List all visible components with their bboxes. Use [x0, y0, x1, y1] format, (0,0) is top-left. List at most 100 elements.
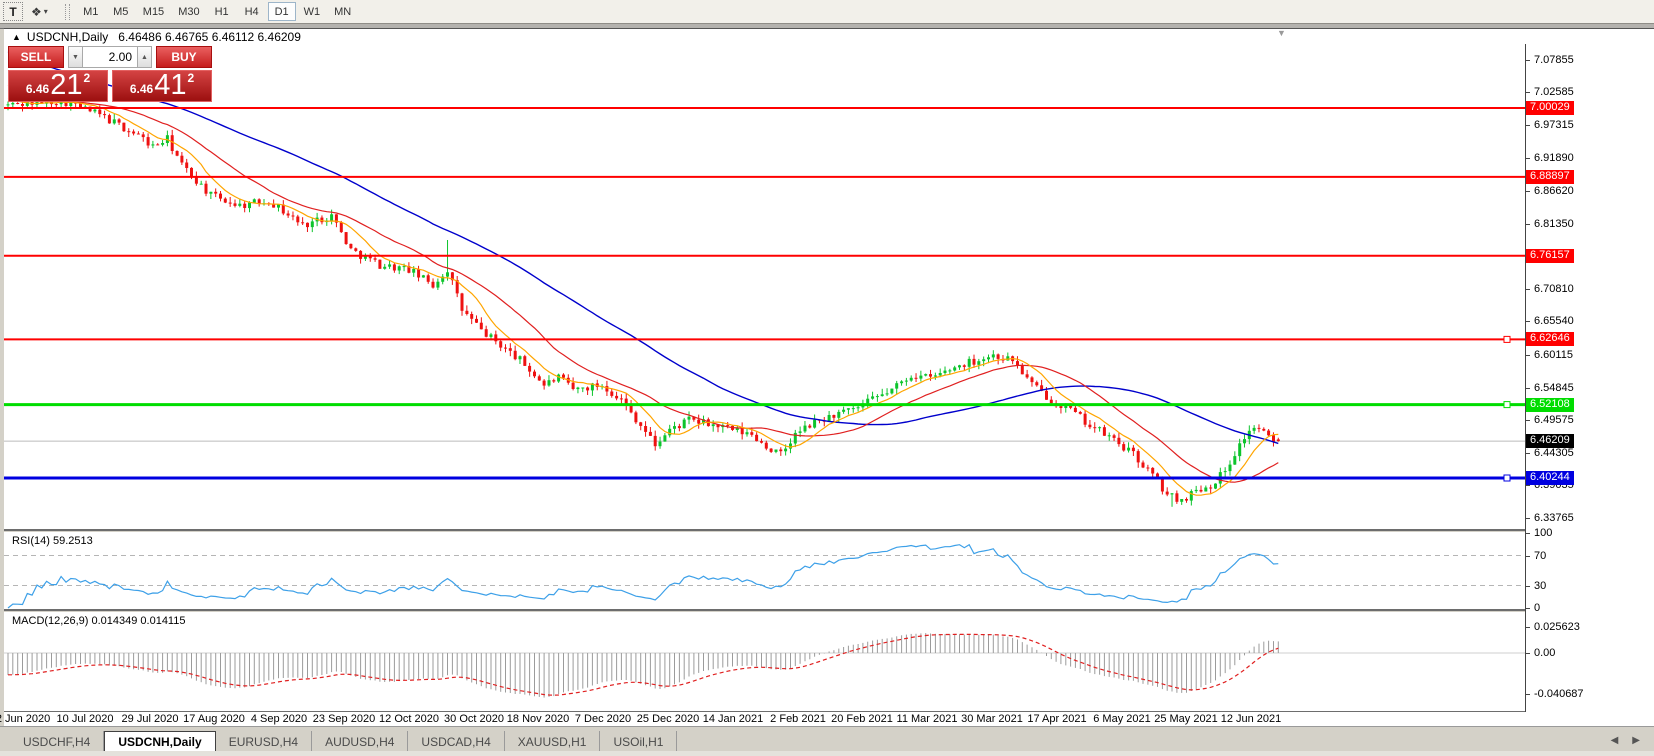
date-tick-label: 6 May 2021	[1093, 713, 1151, 725]
tick-dash	[1526, 626, 1530, 628]
timeframe-button-d1[interactable]: D1	[267, 2, 296, 21]
tick-dash	[1526, 387, 1530, 389]
chart-symbol-title: USDCNH,Daily	[26, 29, 109, 44]
cursor-tool-icon: ❖	[31, 4, 42, 19]
tick-dash	[1526, 693, 1530, 695]
price-tick: 6.91890	[1526, 152, 1574, 164]
date-tick-label: 2 Feb 2021	[770, 713, 826, 725]
volume-decrease-button[interactable]: ▼	[68, 46, 83, 68]
timeframe-button-mn[interactable]: MN	[334, 5, 352, 18]
panel-divider[interactable]	[4, 529, 1654, 531]
sell-button[interactable]: SELL	[8, 46, 64, 68]
date-tick-label: 29 Jul 2020	[121, 713, 179, 725]
chart-tab-xauusd-h1[interactable]: XAUUSD,H1	[505, 731, 601, 753]
ask-price-display[interactable]: 6.46 41 2	[112, 70, 212, 102]
macd-label: MACD(12,26,9) 0.014349 0.014115	[12, 615, 186, 627]
price-tick: 6.60115	[1526, 349, 1573, 361]
price-axis[interactable]: 7.07855 7.02585 6.97315 6.91890 6.86620 6.813…	[1526, 29, 1654, 726]
chart-tab-audusd-h4[interactable]: AUDUSD,H4	[312, 731, 409, 753]
date-tick-label: 12 Oct 2020	[379, 713, 439, 725]
tick-dash	[1526, 555, 1530, 557]
volume-increase-button[interactable]: ▲	[137, 46, 152, 68]
tick-dash	[1526, 223, 1530, 225]
ask-price-big: 41	[154, 69, 187, 101]
chart-tab-usdcad-h4[interactable]: USDCAD,H4	[408, 731, 505, 753]
bid-price-small: 6.46	[25, 82, 50, 96]
tick-dash	[1526, 452, 1530, 454]
current-price-label: 6.46209	[1526, 434, 1574, 448]
date-tick-label: 20 Feb 2021	[831, 713, 893, 725]
rsi-tick-label: 0	[1534, 602, 1541, 614]
macd-tick-label: -0.040687	[1534, 688, 1584, 700]
date-tick-label: 18 Nov 2020	[506, 713, 570, 725]
tab-scroll-right-icon[interactable]: ▶	[1632, 735, 1640, 746]
chart-tab-usdchf-h4[interactable]: USDCHF,H4	[10, 731, 105, 753]
price-tick: 6.70810	[1526, 283, 1574, 295]
rsi-indicator-plot[interactable]	[4, 532, 1525, 609]
macd-tick: 0.00	[1526, 647, 1555, 659]
price-tick-label: 6.65540	[1534, 315, 1574, 327]
date-tick-label: 23 Sep 2020	[312, 713, 376, 725]
chart-shift-marker-icon[interactable]: ▼	[1277, 28, 1286, 38]
chart-window-titlebar: ▲ USDCNH,Daily 6.46486 6.46765 6.46112 6…	[4, 29, 1654, 44]
price-tick: 6.44305	[1526, 447, 1574, 459]
timeframe-button-m5[interactable]: M5	[113, 5, 129, 18]
price-tick-label: 6.54845	[1534, 382, 1574, 394]
price-tick-label: 6.70810	[1534, 283, 1574, 295]
main-chart-plot[interactable]	[4, 44, 1525, 530]
tick-dash	[1526, 607, 1530, 609]
toolbar-grip[interactable]	[64, 3, 70, 20]
timeframe-button-h1[interactable]: H1	[214, 5, 229, 18]
price-tick: 7.07855	[1526, 54, 1574, 66]
tick-dash	[1526, 320, 1530, 322]
tick-dash	[1526, 419, 1530, 421]
timeframe-button-m15[interactable]: M15	[142, 5, 165, 18]
date-tick-label: 10 Jul 2020	[56, 713, 114, 725]
volume-input[interactable]	[83, 46, 137, 68]
level-price-label: 6.76157	[1526, 249, 1574, 263]
level-price-label: 6.62646	[1526, 332, 1574, 346]
timeframe-button-group: M1 M5 M15 M30 H1 H4 D1 W1 MN	[76, 2, 358, 21]
price-tick: 6.86620	[1526, 185, 1574, 197]
rsi-tick-label: 70	[1534, 550, 1547, 562]
price-tick: 6.81350	[1526, 218, 1574, 230]
date-tick-label: 30 Mar 2021	[961, 713, 1023, 725]
timeframe-button-m1[interactable]: M1	[83, 5, 99, 18]
timeframe-button-w1[interactable]: W1	[303, 5, 321, 18]
cursor-tools-button[interactable]: ❖ ▾	[25, 2, 54, 21]
chart-tab-usoil-h1[interactable]: USOil,H1	[600, 731, 678, 753]
rsi-label: RSI(14) 59.2513	[12, 535, 93, 547]
date-tick-label: 4 Sep 2020	[250, 713, 308, 725]
one-click-trade-panel: SELL ▼ ▲ BUY 6.46 21 2 6.46 41 2	[8, 46, 212, 102]
date-tick-label: 22 Jun 2020	[0, 713, 51, 725]
status-strip	[0, 751, 1654, 756]
price-tick-label: 6.44305	[1534, 447, 1574, 459]
macd-tick: -0.040687	[1526, 688, 1584, 700]
tab-scroll-left-icon[interactable]: ◀	[1610, 735, 1619, 746]
date-axis[interactable]: 22 Jun 2020 10 Jul 2020 29 Jul 2020 17 Aug …	[0, 712, 1654, 726]
macd-indicator-plot[interactable]	[4, 612, 1525, 712]
timeframe-button-m30[interactable]: M30	[178, 5, 200, 18]
chart-tab-eurusd-h4[interactable]: EURUSD,H4	[216, 731, 313, 753]
chart-tab-usdcnh-daily[interactable]: USDCNH,Daily	[104, 731, 216, 753]
window-border	[4, 28, 1654, 29]
date-tick-label: 14 Jan 2021	[702, 713, 764, 725]
date-tick-label: 25 Dec 2020	[636, 713, 700, 725]
collapse-panel-icon[interactable]: ▲	[12, 31, 21, 42]
buy-button[interactable]: BUY	[156, 46, 212, 68]
rsi-tick-label: 30	[1534, 580, 1547, 592]
bid-price-display[interactable]: 6.46 21 2	[8, 70, 108, 102]
tick-dash	[1526, 517, 1530, 519]
ask-price-small: 6.46	[129, 82, 154, 96]
workspace-margin	[0, 29, 4, 726]
tick-dash	[1526, 532, 1530, 534]
tick-dash	[1526, 354, 1530, 356]
price-tick-label: 7.02585	[1534, 86, 1574, 98]
tick-dash	[1526, 91, 1530, 93]
text-tool-button[interactable]: T	[3, 2, 23, 21]
panel-divider[interactable]	[4, 609, 1654, 611]
price-tick-label: 6.49575	[1534, 414, 1574, 426]
timeframe-button-h4[interactable]: H4	[244, 5, 259, 18]
date-tick-label: 12 Jun 2021	[1220, 713, 1282, 725]
tick-dash	[1526, 585, 1530, 587]
